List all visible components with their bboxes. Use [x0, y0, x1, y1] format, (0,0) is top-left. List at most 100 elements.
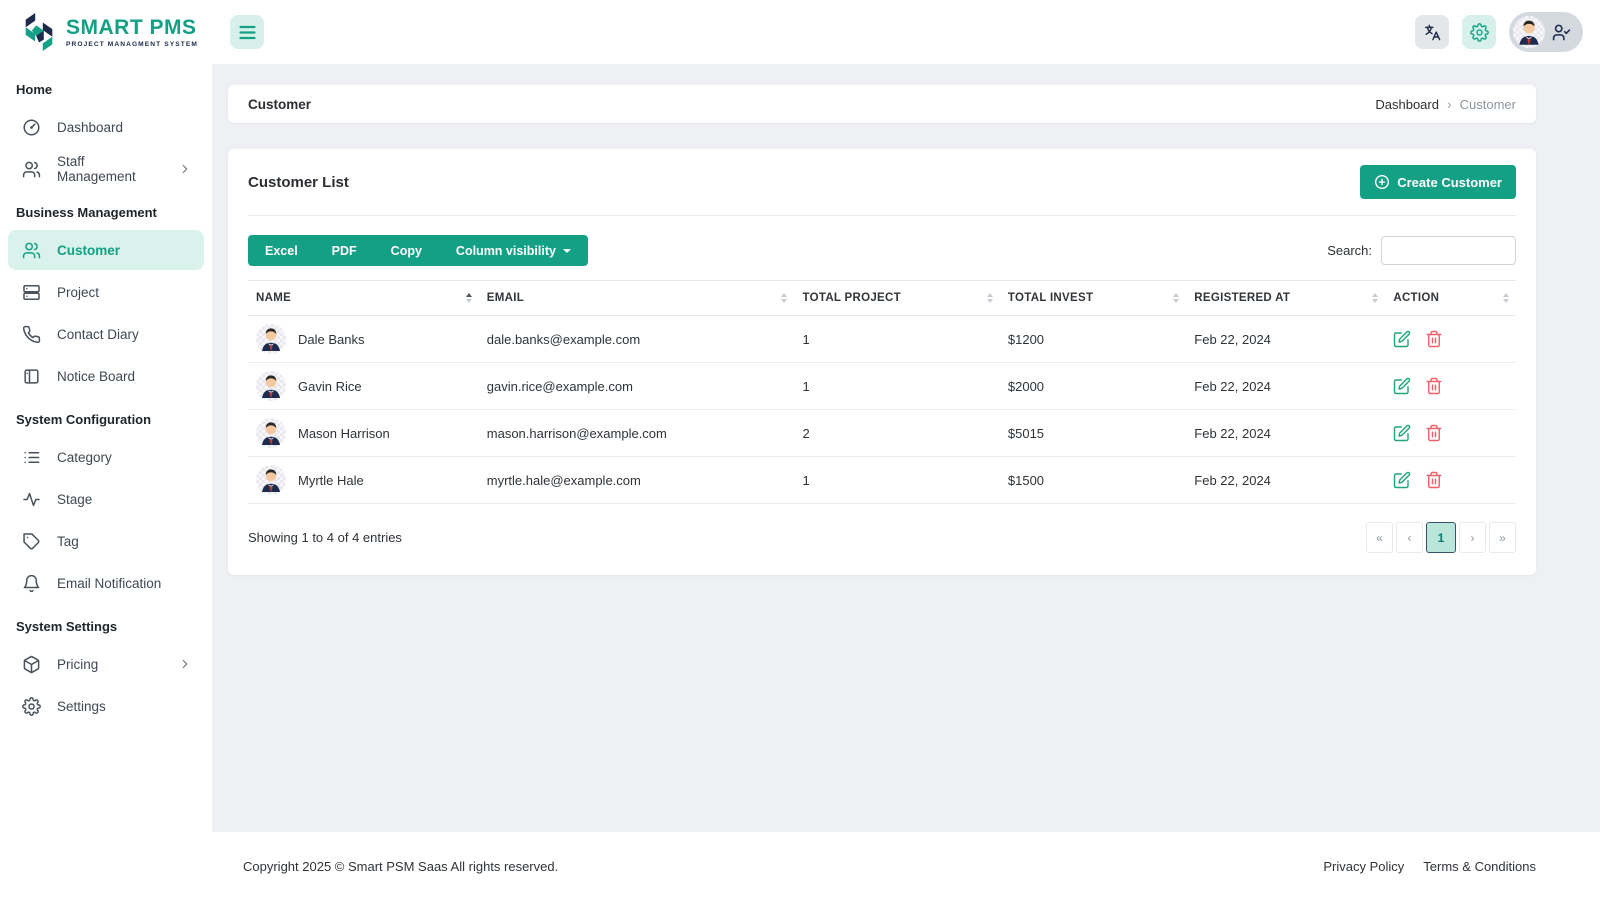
language-button[interactable]: [1415, 15, 1449, 49]
customer-name: Dale Banks: [298, 331, 365, 347]
breadcrumb-dashboard-link[interactable]: Dashboard: [1375, 96, 1439, 112]
search-area: Search:: [1327, 236, 1516, 265]
customer-registered-at: Feb 22, 2024: [1186, 315, 1386, 363]
customer-name: Mason Harrison: [298, 425, 390, 441]
breadcrumb: Dashboard › Customer: [1375, 96, 1516, 112]
sidebar-item-project[interactable]: Project: [8, 272, 204, 312]
customer-total-project: 1: [794, 362, 1000, 410]
sidebar-item-pricing[interactable]: Pricing: [8, 644, 204, 684]
column-header-label: TOTAL PROJECT: [802, 292, 901, 304]
customer-total-invest: $5015: [999, 409, 1187, 457]
terms-conditions-link[interactable]: Terms & Conditions: [1423, 858, 1536, 874]
sidebar-item-label: Contact Diary: [57, 326, 139, 342]
customer-name: Gavin Rice: [298, 378, 362, 394]
settings-quick-button[interactable]: [1462, 15, 1496, 49]
edit-button[interactable]: [1393, 424, 1411, 442]
table-toolbar: Excel PDF Copy Column visibility Search:: [248, 235, 1516, 266]
phone-icon: [22, 325, 41, 344]
column-visibility-label: Column visibility: [455, 243, 556, 258]
trash-icon: [1425, 424, 1443, 442]
page-title: Customer: [248, 96, 312, 112]
sort-icon: [1503, 293, 1509, 303]
column-header-total-project[interactable]: TOTAL PROJECT: [794, 280, 1000, 316]
sidebar-item-notice-board[interactable]: Notice Board: [8, 356, 204, 396]
export-button-group: Excel PDF Copy Column visibility: [248, 235, 588, 266]
sidebar: Home Dashboard Staff Management Business…: [0, 64, 212, 832]
sidebar-item-label: Dashboard: [57, 119, 124, 135]
board-icon: [22, 367, 41, 386]
column-header-name[interactable]: NAME: [248, 280, 479, 316]
profile-menu-button[interactable]: [1509, 12, 1583, 52]
column-header-label: EMAIL: [486, 292, 525, 304]
trash-icon: [1425, 377, 1443, 395]
sidebar-item-email-notification[interactable]: Email Notification: [8, 563, 204, 603]
caret-down-icon: [562, 249, 571, 254]
page-footer: Copyright 2025 © Smart PSM Saas All righ…: [0, 832, 1600, 900]
table-footer: Showing 1 to 4 of 4 entries « ‹ 1 › »: [248, 522, 1516, 553]
topbar: SMART PMS PROJECT MANAGMENT SYSTEM: [0, 0, 1600, 64]
sidebar-item-contact-diary[interactable]: Contact Diary: [8, 314, 204, 354]
column-header-action[interactable]: ACTION: [1385, 280, 1516, 316]
trash-icon: [1425, 330, 1443, 348]
column-header-email[interactable]: EMAIL: [478, 280, 795, 316]
customer-email: myrtle.hale@example.com: [478, 456, 795, 504]
pagination-next-button[interactable]: ›: [1459, 522, 1486, 553]
edit-icon: [1393, 330, 1411, 348]
entries-info: Showing 1 to 4 of 4 entries: [248, 530, 402, 545]
search-input[interactable]: [1381, 236, 1516, 265]
edit-button[interactable]: [1393, 471, 1411, 489]
column-header-registered-at[interactable]: REGISTERED AT: [1186, 280, 1386, 316]
edit-button[interactable]: [1393, 330, 1411, 348]
brand-text: SMART PMS PROJECT MANAGMENT SYSTEM: [66, 17, 198, 48]
sort-icon: [781, 293, 788, 303]
customer-table: NAME EMAIL TOTAL PROJECT TOTAL INVEST RE…: [248, 280, 1516, 504]
excel-export-button[interactable]: Excel: [248, 235, 315, 266]
customer-list-card: Customer List Create Customer Excel PDF …: [228, 149, 1536, 575]
sidebar-item-label: Customer: [57, 242, 121, 258]
user-avatar: [1513, 16, 1545, 48]
copyright-text: Copyright 2025 © Smart PSM Saas All righ…: [243, 858, 559, 874]
sidebar-item-dashboard[interactable]: Dashboard: [8, 107, 204, 147]
create-customer-button[interactable]: Create Customer: [1360, 165, 1516, 199]
table-row: Gavin Rice gavin.rice@example.com 1 $2000 Fe…: [248, 362, 1516, 410]
sidebar-heading-system-configuration: System Configuration: [16, 412, 152, 427]
table-body: Dale Banks dale.banks@example.com 1 $1200 Fe…: [248, 315, 1516, 504]
sidebar-item-stage[interactable]: Stage: [8, 479, 204, 519]
sort-icon: [1173, 293, 1180, 303]
sidebar-item-settings[interactable]: Settings: [8, 686, 204, 726]
breadcrumb-separator-icon: ›: [1446, 96, 1452, 112]
chevron-right-icon: [178, 162, 192, 176]
bell-icon: [22, 574, 41, 593]
copy-button[interactable]: Copy: [373, 235, 439, 266]
pagination-prev-button[interactable]: ‹: [1396, 522, 1423, 553]
column-header-total-invest[interactable]: TOTAL INVEST: [999, 280, 1187, 316]
sidebar-item-category[interactable]: Category: [8, 437, 204, 477]
column-visibility-button[interactable]: Column visibility: [438, 235, 588, 266]
sort-icon: [465, 293, 472, 303]
sidebar-item-staff-management[interactable]: Staff Management: [8, 149, 204, 189]
customer-avatar: [256, 324, 286, 354]
edit-button[interactable]: [1393, 377, 1411, 395]
customer-email: gavin.rice@example.com: [478, 362, 795, 410]
pagination: « ‹ 1 › »: [1366, 522, 1516, 553]
list-icon: [22, 448, 41, 467]
sidebar-item-customer[interactable]: Customer: [8, 230, 204, 270]
sidebar-toggle-button[interactable]: [230, 15, 264, 49]
privacy-policy-link[interactable]: Privacy Policy: [1323, 858, 1405, 874]
brand-logo[interactable]: SMART PMS PROJECT MANAGMENT SYSTEM: [0, 11, 212, 53]
delete-button[interactable]: [1425, 330, 1443, 348]
pagination-first-button[interactable]: «: [1366, 522, 1393, 553]
delete-button[interactable]: [1425, 377, 1443, 395]
sidebar-item-tag[interactable]: Tag: [8, 521, 204, 561]
customer-email: dale.banks@example.com: [478, 315, 795, 363]
table-row: Myrtle Hale myrtle.hale@example.com 1 $1500…: [248, 456, 1516, 504]
delete-button[interactable]: [1425, 471, 1443, 489]
column-header-label: NAME: [256, 292, 292, 304]
pdf-export-button[interactable]: PDF: [314, 235, 374, 266]
sidebar-item-label: Category: [57, 449, 112, 465]
pagination-last-button[interactable]: »: [1489, 522, 1516, 553]
sidebar-heading-business-management: Business Management: [16, 205, 157, 220]
pagination-page-1-button[interactable]: 1: [1426, 522, 1456, 553]
delete-button[interactable]: [1425, 424, 1443, 442]
